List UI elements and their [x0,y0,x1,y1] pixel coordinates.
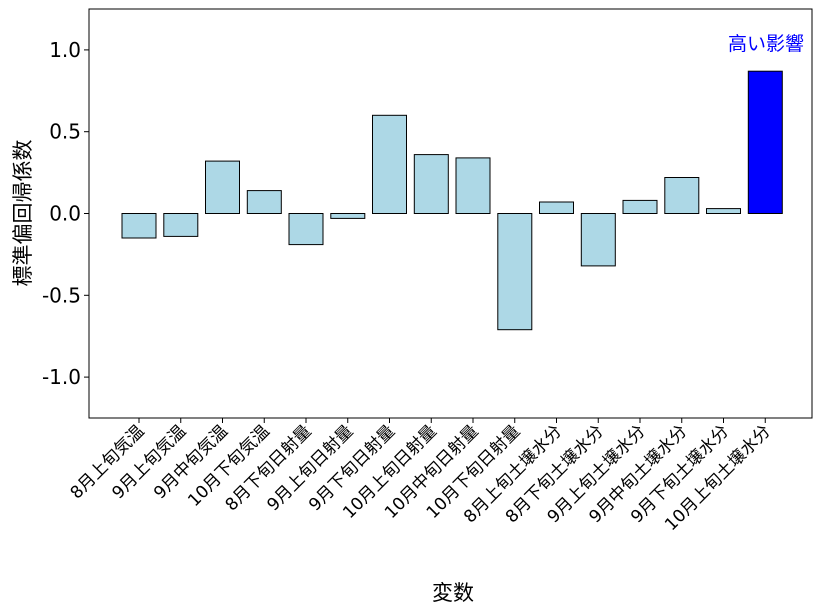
bar-1 [121,213,157,239]
y-tick-label: 0.0 [49,202,81,226]
y-axis-title: 標準偏回帰係数 [11,140,35,287]
y-tick-label: -1.0 [42,365,81,389]
bar-10 [497,213,533,331]
y-tick-label: -0.5 [42,283,81,307]
y-axis-ticks: 1.0 0.5 0.0 -0.5 -1.0 [42,38,89,389]
bar-11 [539,201,574,214]
x-axis-ticks: 8月上旬気温9月上旬気温9月中旬気温10月下旬気温8月下旬日射量9月上旬日射量9… [67,418,775,535]
annotation-label: 高い影響 [728,33,804,55]
bar-3 [205,160,240,215]
bar-16 [747,70,783,214]
plot-frame [88,8,813,419]
bar-13 [622,199,658,214]
bar-15 [706,208,741,215]
bar-4 [246,190,282,215]
bar-14 [664,177,700,214]
bar-7 [372,114,407,214]
bar-12 [580,213,616,267]
bar-9 [455,157,491,214]
bar-8 [413,154,449,215]
x-axis-title: 変数 [432,581,474,605]
y-tick-label: 1.0 [49,38,81,62]
bars-group [121,70,783,331]
bar-5 [288,213,324,246]
bar-2 [163,213,199,237]
bar-6 [330,213,366,219]
y-tick-label: 0.5 [49,120,81,144]
